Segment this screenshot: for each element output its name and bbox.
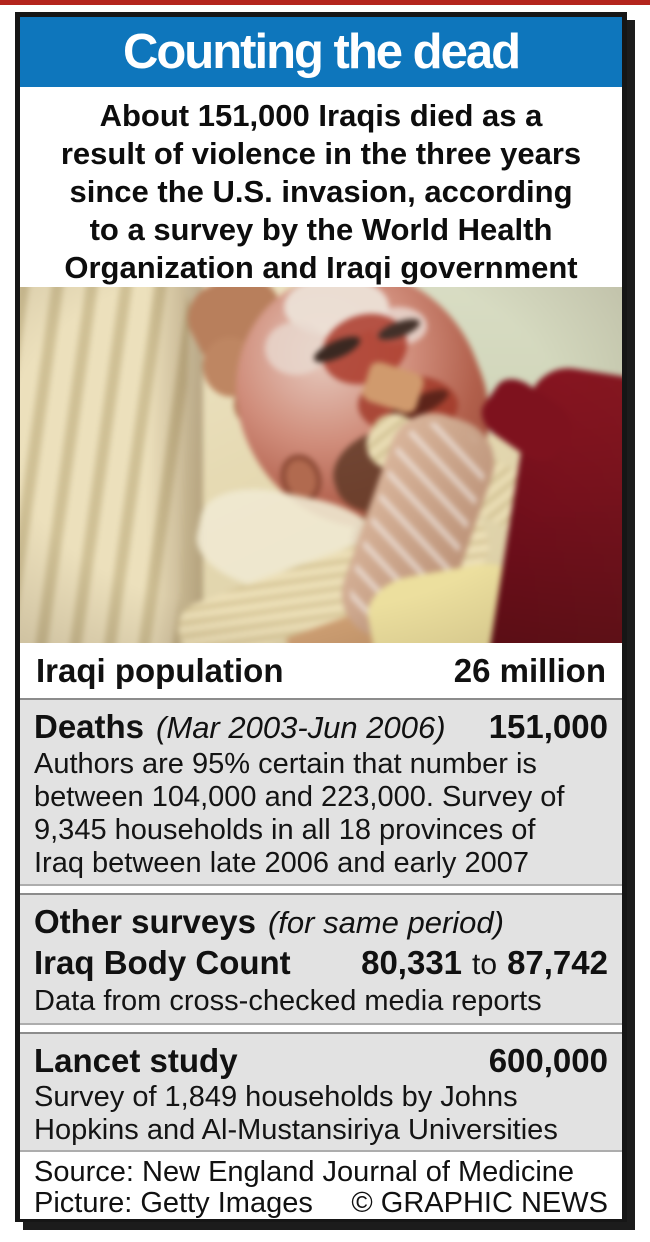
- masthead: Counting the dead: [20, 17, 622, 87]
- intro-line: Organization and Iraqi government: [64, 250, 578, 285]
- deaths-value: 151,000: [488, 708, 608, 745]
- lancet-heading: Lancet study 600,000: [34, 1041, 608, 1081]
- deaths-note-line: Iraq between late 2006 and early 2007: [34, 847, 529, 879]
- photo-painting: [20, 287, 622, 643]
- credits-footer: Source: New England Journal of Medicine …: [20, 1152, 622, 1219]
- ibc-note: Data from cross-checked media reports: [34, 985, 608, 1018]
- copyright-notice: © GRAPHIC NEWS: [351, 1187, 608, 1219]
- photo-cream-patch: [265, 322, 328, 375]
- other-surveys-heading: Other surveys (for same period): [34, 902, 608, 943]
- intro-line: About 151,000 Iraqis died as a: [99, 98, 543, 133]
- deaths-heading: Deaths (Mar 2003-Jun 2006) 151,000: [34, 707, 608, 748]
- lancet-label: Lancet study: [34, 1042, 238, 1079]
- deaths-note: Authors are 95% certain that number is b…: [34, 748, 608, 880]
- photo-arm-shadow: [146, 287, 203, 643]
- deaths-period: (Mar 2003-Jun 2006): [156, 710, 446, 745]
- lancet-note-line: Hopkins and Al-Mustansiriya Universities: [34, 1114, 558, 1146]
- deaths-note-line: 9,345 households in all 18 provinces of: [34, 814, 536, 846]
- ibc-conjunction: to: [472, 948, 498, 981]
- ibc-range: 80,331 to 87,742: [361, 943, 608, 985]
- ibc-low-value: 80,331: [361, 944, 463, 981]
- intro-line: result of violence in the three years: [60, 136, 582, 171]
- picture-credit: Picture: Getty Images: [34, 1187, 313, 1219]
- lancet-note-line: Survey of 1,849 households by Johns: [34, 1081, 518, 1113]
- deaths-label: Deaths: [34, 708, 145, 745]
- population-value: 26 million: [453, 651, 606, 689]
- intro-line: since the U.S. invasion, according: [69, 174, 573, 209]
- other-surveys-period: (for same period): [267, 905, 504, 940]
- lancet-note: Survey of 1,849 households by Johns Hopk…: [34, 1081, 608, 1147]
- deaths-box: Deaths (Mar 2003-Jun 2006) 151,000 Autho…: [20, 698, 622, 886]
- other-surveys-label: Other surveys: [34, 903, 256, 940]
- hospital-photo: [20, 287, 622, 643]
- population-row: Iraqi population 26 million: [20, 643, 622, 698]
- page-title: Counting the dead: [122, 25, 521, 79]
- top-red-strip: [0, 0, 650, 5]
- ibc-note-line: Data from cross-checked media reports: [34, 985, 542, 1017]
- infographic-frame: Counting the dead About 151,000 Iraqis d…: [15, 12, 627, 1222]
- ibc-label: Iraq Body Count: [34, 944, 291, 981]
- other-surveys-box: Other surveys (for same period) Iraq Bod…: [20, 893, 622, 1025]
- picture-credit-row: Picture: Getty Images © GRAPHIC NEWS: [34, 1188, 608, 1219]
- intro-paragraph: About 151,000 Iraqis died as a result of…: [20, 87, 622, 287]
- deaths-note-line: Authors are 95% certain that number is: [34, 748, 537, 780]
- population-label: Iraqi population: [36, 651, 284, 689]
- deaths-note-line: between 104,000 and 223,000. Survey of: [34, 781, 565, 813]
- photo-vignette: [20, 287, 622, 643]
- iraq-body-count-row: Iraq Body Count 80,331 to 87,742: [34, 943, 608, 985]
- intro-line: to a survey by the World Health: [89, 212, 553, 247]
- lancet-box: Lancet study 600,000 Survey of 1,849 hou…: [20, 1032, 622, 1152]
- ibc-high-value: 87,742: [507, 944, 608, 981]
- source-credit: Source: New England Journal of Medicine: [34, 1156, 575, 1188]
- lancet-value: 600,000: [488, 1042, 608, 1079]
